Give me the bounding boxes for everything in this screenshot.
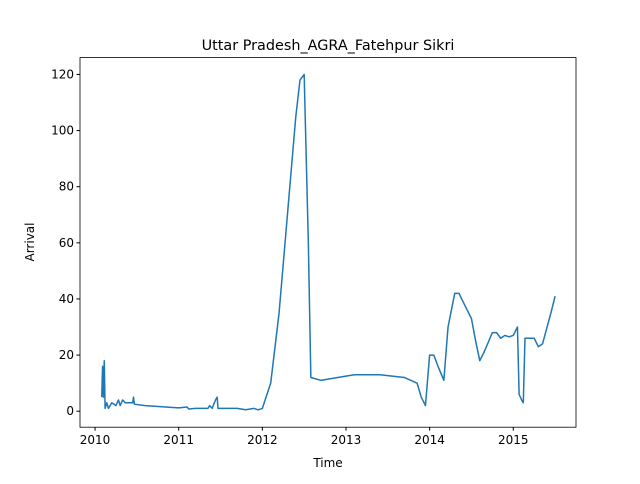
x-tick-label: 2014	[414, 433, 445, 447]
y-tick-label: 80	[59, 180, 74, 194]
y-tick-label: 100	[51, 124, 74, 138]
x-tick-label: 2013	[331, 433, 362, 447]
x-tick-label: 2010	[80, 433, 111, 447]
y-tick-label: 20	[59, 348, 74, 362]
x-axis-label: Time	[312, 456, 342, 470]
y-tick-label: 60	[59, 236, 74, 250]
y-tick-label: 120	[51, 67, 74, 81]
y-tick-label: 0	[66, 404, 74, 418]
x-tick-label: 2015	[498, 433, 529, 447]
plot-frame	[79, 57, 577, 428]
data-line	[101, 73, 556, 411]
chart-title: Uttar Pradesh_AGRA_Fatehpur Sikri	[202, 38, 455, 54]
x-tick-label: 2011	[163, 433, 194, 447]
y-axis-label: Arrival	[23, 223, 37, 262]
x-tick-label: 2012	[247, 433, 278, 447]
y-tick-label: 40	[59, 292, 74, 306]
